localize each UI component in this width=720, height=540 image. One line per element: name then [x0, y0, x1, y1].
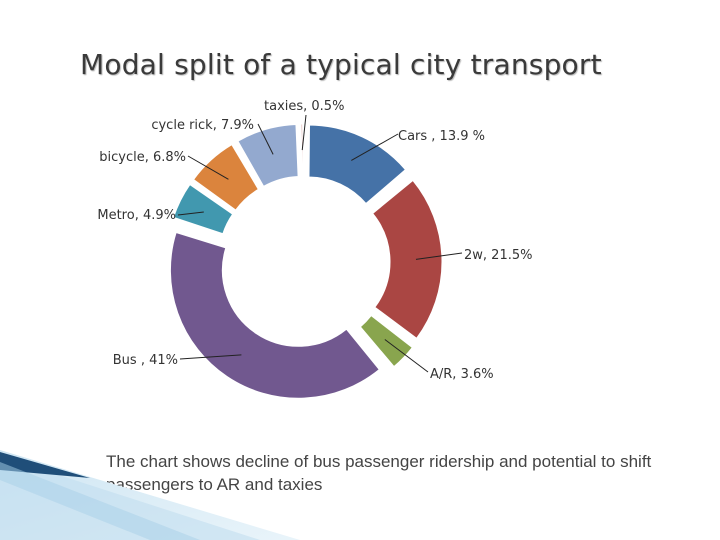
pie-slice	[371, 179, 443, 340]
slice-label: bicycle, 6.8%	[99, 150, 186, 165]
leader-line	[351, 133, 399, 161]
pie-slice	[308, 124, 407, 205]
pie-slice	[172, 183, 234, 235]
pie-slice	[300, 123, 304, 177]
chart-caption: The chart shows decline of bus passenger…	[106, 452, 652, 494]
slice-label: A/R, 3.6%	[430, 367, 494, 382]
corner-decoration	[0, 450, 300, 540]
leader-line	[179, 354, 242, 360]
slide-title: Modal split of a typical city transport	[80, 48, 602, 81]
slice-label: 2w, 21.5%	[464, 248, 532, 263]
slice-label: Bus , 41%	[113, 353, 178, 368]
leader-line	[301, 114, 307, 151]
slice-label: taxies, 0.5%	[264, 99, 344, 114]
leader-line	[177, 211, 204, 216]
pie-slice	[237, 123, 299, 188]
leader-line	[415, 252, 463, 260]
pie-slice	[169, 231, 380, 399]
slice-label: Cars , 13.9 %	[398, 129, 485, 144]
chart-labels: Cars , 13.9 % 2w, 21.5% A/R, 3.6% Bus , 41%…	[97, 99, 532, 382]
slice-label: Metro, 4.9%	[97, 208, 176, 223]
slice-label: cycle rick, 7.9%	[151, 118, 254, 133]
chart-leader-lines	[177, 114, 463, 373]
leader-line	[187, 155, 229, 180]
leader-line	[384, 339, 429, 373]
leader-line	[257, 123, 274, 155]
